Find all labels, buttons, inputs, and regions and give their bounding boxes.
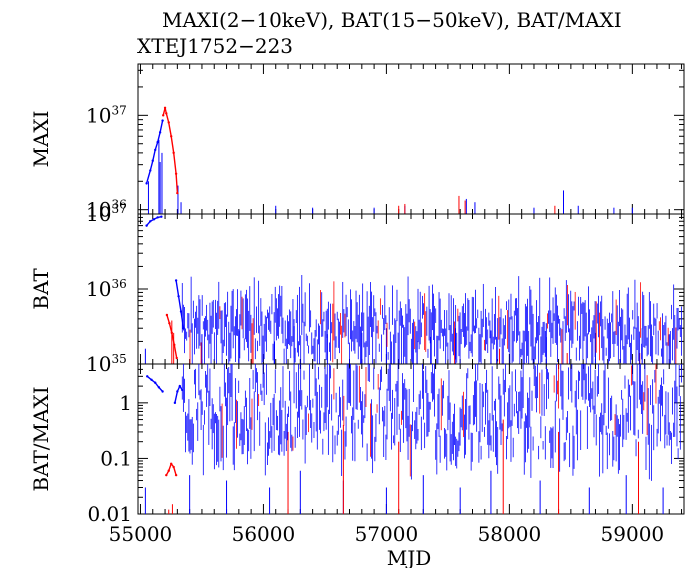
x-tick-label: 55000	[109, 522, 173, 546]
data-point-blue	[149, 220, 152, 223]
y-tick-base: 10	[86, 103, 111, 127]
data-point-blue	[179, 310, 183, 313]
series-line-red	[162, 107, 179, 194]
x-tick-label: 57000	[355, 522, 419, 546]
data-point-red	[168, 321, 171, 325]
data-point-blue	[174, 279, 178, 282]
data-point-blue	[151, 159, 154, 162]
chart-title: MAXI(2−10keV), BAT(15−50keV), BAT/MAXI	[162, 8, 622, 32]
data-point-red	[170, 135, 173, 138]
data-point-blue	[156, 216, 159, 219]
data-point-blue	[177, 295, 180, 298]
data-point-red	[175, 356, 178, 360]
x-ticks-maxi	[139, 64, 683, 214]
data-point-blue	[158, 131, 162, 134]
y-axis-label-bat: BAT	[29, 268, 53, 310]
data-point-blue	[145, 182, 148, 185]
y-minor-ticks-maxi	[138, 69, 684, 215]
data-point-blue	[161, 119, 164, 122]
y-tick-base: 10	[86, 277, 111, 301]
data-point-blue	[173, 401, 177, 405]
data-point-red	[162, 114, 165, 117]
y-tick-label: 1037	[86, 103, 127, 127]
x-tick-label: 58000	[478, 522, 542, 546]
y-axis-label-ratio: BAT/MAXI	[29, 386, 53, 491]
data-point-blue	[145, 224, 148, 227]
data-point-red	[165, 473, 168, 477]
data-point-red	[170, 462, 173, 466]
data-point-blue	[156, 140, 159, 144]
data-point-red	[174, 172, 178, 176]
data-point-blue	[149, 169, 152, 172]
chart-subtitle: XTEJ1752−223	[137, 34, 293, 58]
y-tick-label: 1037	[86, 202, 127, 226]
data-point-blue	[146, 375, 149, 378]
y-tick-label: 1	[119, 391, 132, 415]
data-point-blue	[176, 390, 179, 393]
series-line-red	[165, 462, 177, 476]
data-point-blue	[178, 384, 182, 388]
data-point-red	[174, 473, 178, 477]
y-tick-exponent: 36	[111, 198, 126, 212]
series-line-blue	[146, 216, 162, 227]
series-group-ratio	[144, 375, 664, 514]
x-axis-label: MJD	[387, 546, 432, 568]
data-point-red	[172, 465, 175, 469]
data-point-red	[167, 121, 170, 124]
data-point-red	[176, 191, 179, 195]
y-tick-exponent: 35	[111, 352, 126, 366]
data-point-blue	[150, 378, 153, 381]
y-tick-exponent: 37	[111, 103, 126, 117]
data-point-blue	[157, 386, 161, 389]
y-axis-label-maxi: MAXI	[29, 110, 53, 167]
data-point-red	[163, 106, 167, 110]
panel-frame-maxi	[137, 63, 685, 215]
panels: 10361037MAXI103510361037BAT0.010.1155000…	[29, 63, 685, 546]
y-tick-label: 0.01	[87, 502, 132, 526]
y-tick-exponent: 36	[111, 277, 126, 291]
y-tick-base: 10	[86, 352, 111, 376]
data-point-red	[172, 151, 175, 155]
series-group-maxi	[145, 106, 633, 214]
data-point-blue	[154, 381, 157, 384]
y-tick-exponent: 37	[111, 202, 126, 216]
data-point-red	[165, 313, 169, 317]
y-tick-base: 10	[86, 202, 111, 226]
y-tick-label: 1036	[86, 198, 127, 222]
data-point-red	[165, 112, 168, 115]
y-tick-label: 1036	[86, 277, 127, 301]
x-tick-label: 56000	[232, 522, 296, 546]
data-point-blue	[161, 390, 164, 393]
data-point-red	[167, 469, 170, 472]
y-tick-label: 1035	[86, 352, 127, 376]
y-tick-label: 0.1	[100, 446, 132, 470]
series-line-blue	[174, 384, 183, 403]
x-tick-label: 59000	[601, 522, 665, 546]
panel-ratio: 0.01 0.1 1 55000 56000 57000 58000 59000 BAT/MAX…	[29, 363, 685, 546]
data-point-blue	[160, 215, 163, 218]
data-point-blue	[154, 148, 157, 152]
noise-band-ratio	[181, 364, 682, 481]
noise-band-bat	[181, 275, 682, 364]
y-tick-base: 10	[86, 198, 111, 222]
data-point-blue	[152, 218, 156, 221]
